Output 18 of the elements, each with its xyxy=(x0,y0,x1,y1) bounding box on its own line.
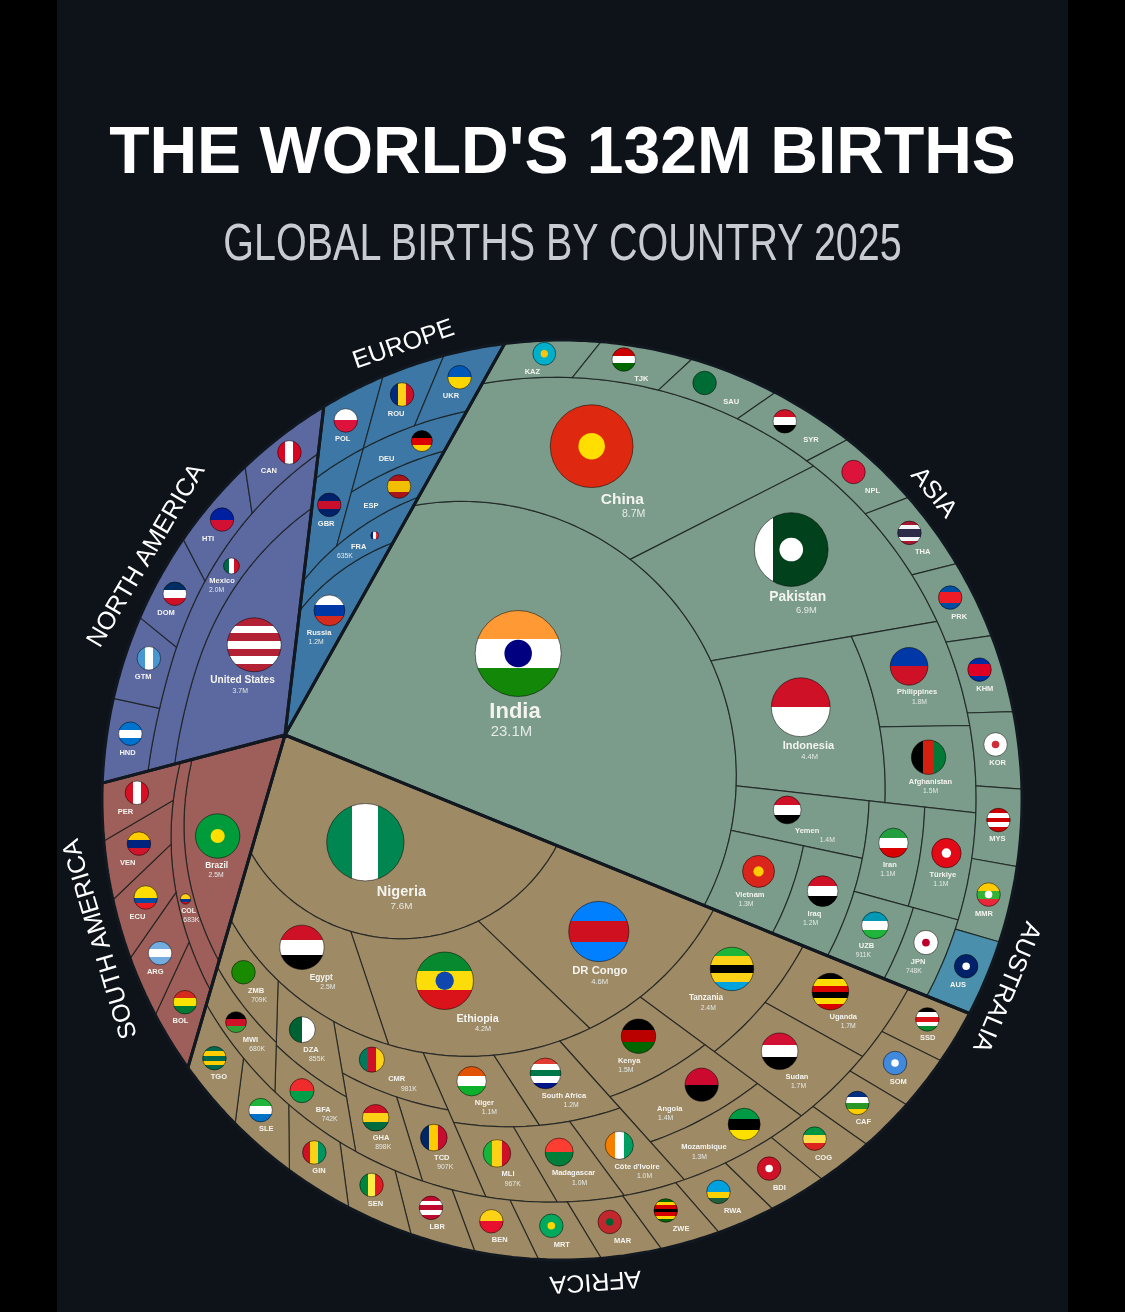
text: THE WORLD'S 132M BIRTHS xyxy=(109,113,1016,187)
category-label: Tanzania xyxy=(688,993,724,1003)
category-label: China xyxy=(600,489,645,507)
category-label: Indonesia xyxy=(782,739,836,752)
category-label: Egypt xyxy=(309,971,334,982)
data-label: 8.7M xyxy=(621,507,646,520)
text: AFRICA xyxy=(548,1265,643,1300)
category-label: Pakistan xyxy=(769,588,827,605)
data-label: 6.9M xyxy=(796,604,818,616)
category-label: India xyxy=(489,697,542,723)
data-label: 7.6M xyxy=(390,899,413,911)
category-label: Nigeria xyxy=(376,883,427,900)
category-label: Ethiopia xyxy=(456,1011,500,1024)
category-label: Brazil xyxy=(205,860,228,871)
text: GLOBAL BIRTHS BY COUNTRY 2025 xyxy=(223,212,902,272)
category-label: United States xyxy=(210,674,276,686)
data-label: 23.1M xyxy=(490,722,533,740)
category-label: DR Congo xyxy=(572,964,628,977)
